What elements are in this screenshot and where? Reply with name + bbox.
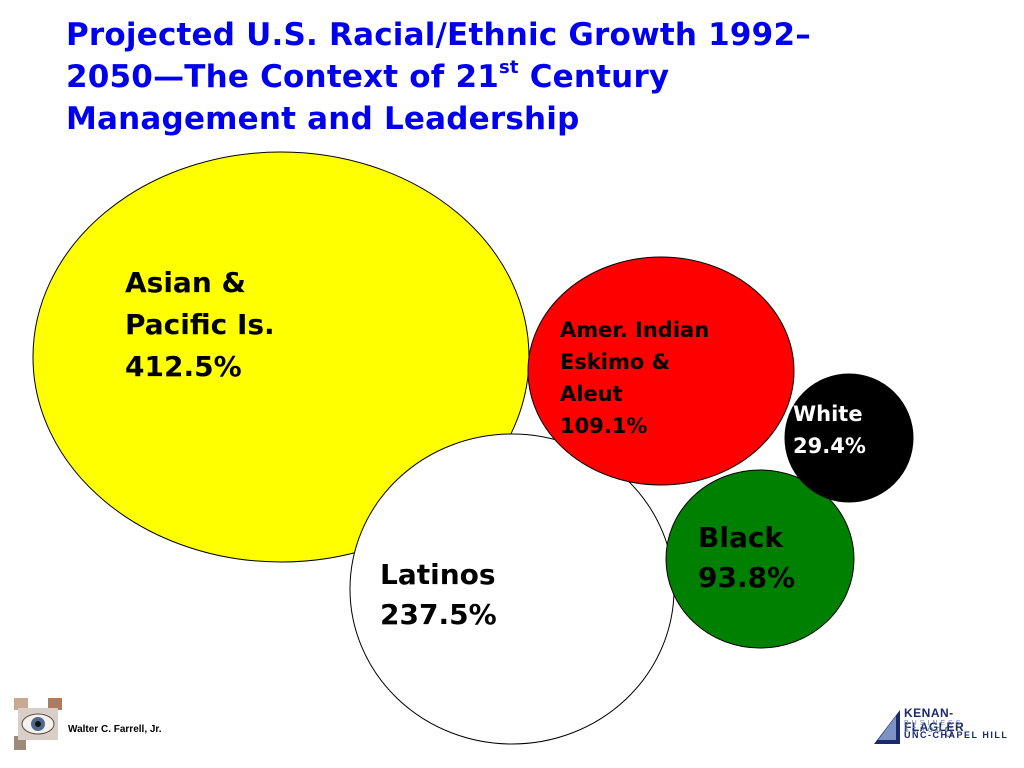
bubble-white xyxy=(784,373,914,503)
bubble-label-black: Black 93.8% xyxy=(698,518,795,598)
bubble-value: 412.5% xyxy=(125,350,242,383)
bubble-black xyxy=(665,469,855,649)
author-photo xyxy=(14,698,62,750)
bubble-label-line: White xyxy=(793,402,863,426)
bubble-label-line: Amer. Indian xyxy=(560,318,710,342)
title-line-3: Management and Leadership xyxy=(66,101,580,137)
bubble-amer-indian-eskimo-aleut xyxy=(527,256,795,486)
bubble-label-line: Asian & xyxy=(125,266,246,299)
logo-line-2: BUSINESS SCHOOL xyxy=(904,720,964,734)
bubble-value: 109.1% xyxy=(560,414,648,438)
bubble-value: 29.4% xyxy=(793,434,866,458)
bubble-label-line: Aleut xyxy=(560,382,623,406)
bubble-label-asian-pacific-is: Asian & Pacific Is. 412.5% xyxy=(125,262,275,388)
slide-title: Projected U.S. Racial/Ethnic Growth 1992… xyxy=(66,14,986,140)
title-superscript: st xyxy=(499,57,519,78)
bubble-value: 93.8% xyxy=(698,561,796,594)
page-number: 6 xyxy=(944,724,953,741)
bubble-value: 237.5% xyxy=(380,598,497,631)
bubble-label-line: Latinos xyxy=(380,558,496,591)
logo-line-1: KENAN-FLAGLER xyxy=(904,706,965,734)
title-line-2-end: Century xyxy=(518,59,670,95)
title-line-2: 2050—The Context of 21st Century xyxy=(66,56,986,98)
bubble-label-white: White 29.4% xyxy=(793,398,866,462)
logo-line-3: UNC-CHAPEL HILL xyxy=(904,730,1009,740)
bubble-label-line: Pacific Is. xyxy=(125,308,275,341)
bubble-label-amer-indian-eskimo-aleut: Amer. Indian Eskimo & Aleut 109.1% xyxy=(560,314,709,442)
title-line-2-start: 2050—The Context of 21 xyxy=(66,59,499,95)
bubble-label-latinos: Latinos 237.5% xyxy=(380,555,497,635)
bubble-label-line: Black xyxy=(698,521,784,554)
title-line-1: Projected U.S. Racial/Ethnic Growth 1992… xyxy=(66,17,811,53)
bubble-label-line: Eskimo & xyxy=(560,350,670,374)
kenan-flagler-logo: KENAN-FLAGLER BUSINESS SCHOOL UNC-CHAPEL… xyxy=(872,704,1012,746)
author-name: Walter C. Farrell, Jr. xyxy=(68,724,162,735)
